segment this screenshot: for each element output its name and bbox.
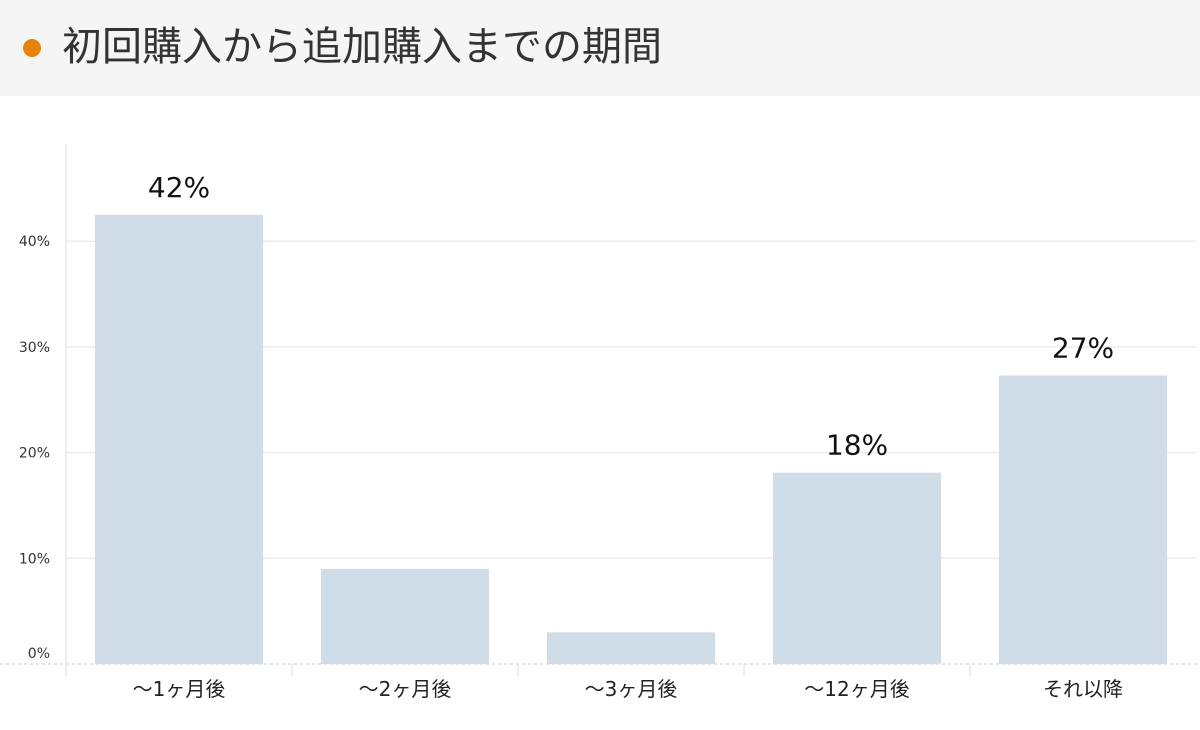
x-tick-labels: 〜1ヶ月後 〜2ヶ月後 〜3ヶ月後 〜12ヶ月後 それ以降 <box>133 677 1123 701</box>
x-tick-label: 〜2ヶ月後 <box>359 677 452 701</box>
data-label: 42% <box>148 171 210 204</box>
y-tick-labels: 0% 10% 20% 30% 40% <box>19 234 50 662</box>
y-tick-label: 10% <box>19 551 50 567</box>
bar <box>321 568 489 664</box>
bar <box>773 472 941 664</box>
bars <box>95 214 1167 665</box>
data-labels: 42% 18% 27% <box>148 171 1114 462</box>
data-label: 27% <box>1052 331 1114 364</box>
y-tick-label: 0% <box>28 646 50 662</box>
bullet-dot-icon <box>23 39 41 57</box>
y-tick-label: 40% <box>19 234 50 250</box>
bar-chart: 42% 18% 27% 0% 10% 20% 30% 40% 〜1ヶ月後 〜2ヶ月後 〜3ヶ月後… <box>0 144 1200 701</box>
bar <box>547 632 715 664</box>
data-label: 18% <box>826 429 888 462</box>
x-tick-label: それ以降 <box>1043 677 1123 701</box>
y-tick-label: 20% <box>19 446 50 462</box>
bar <box>95 214 263 665</box>
x-tick-label: 〜3ヶ月後 <box>585 677 678 701</box>
chart-header: 初回購入から追加購入までの期間 <box>0 0 1200 96</box>
x-tick-label: 〜12ヶ月後 <box>804 677 909 701</box>
x-tick-label: 〜1ヶ月後 <box>133 677 226 701</box>
y-tick-label: 30% <box>19 340 50 356</box>
chart-area: 42% 18% 27% 0% 10% 20% 30% 40% 〜1ヶ月後 〜2ヶ月後 〜3ヶ月後… <box>0 96 1200 726</box>
chart-title: 初回購入から追加購入までの期間 <box>62 24 662 70</box>
bar <box>999 375 1167 664</box>
